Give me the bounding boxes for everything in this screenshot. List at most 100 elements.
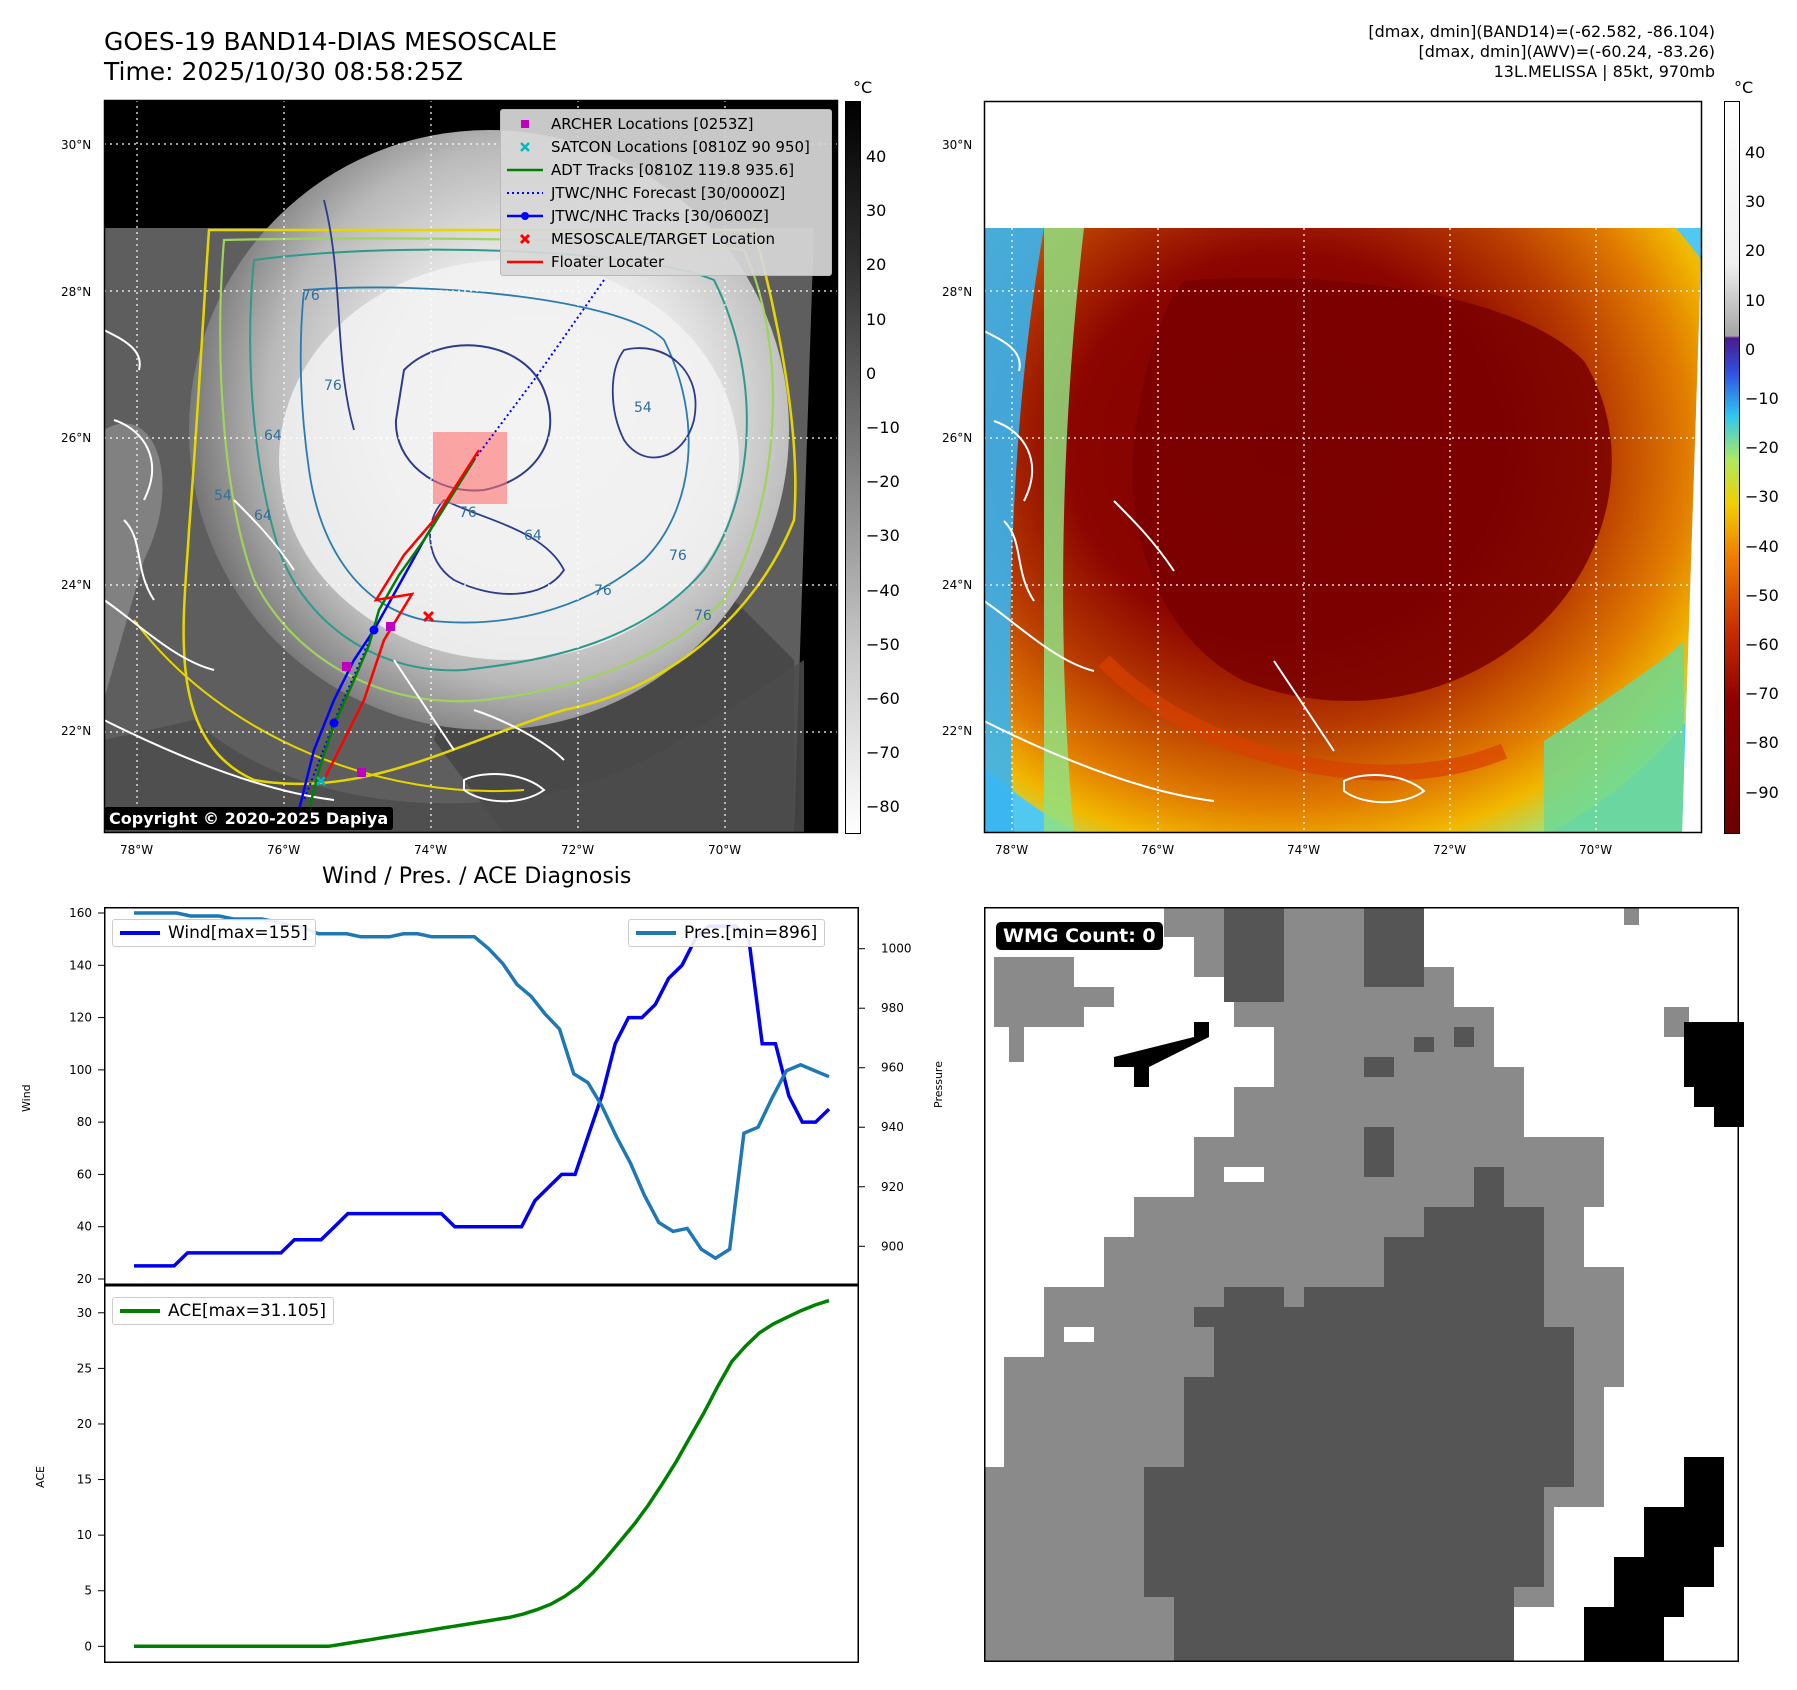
pressure-tick-label: 1000	[881, 942, 912, 956]
square-marker-icon	[521, 119, 529, 128]
wind-legend-label: Wind[max=155]	[168, 923, 308, 943]
pressure-tick-label: 980	[881, 1001, 904, 1015]
right-colorbar-tick: −80	[1745, 733, 1779, 753]
right-colorbar-tick: −40	[1745, 536, 1779, 556]
right-colorbar	[1724, 101, 1740, 834]
left-colorbar-tick: −10	[866, 418, 900, 437]
wind-legend: Wind[max=155]	[112, 919, 316, 947]
pressure-legend: Pres.[min=896]	[628, 919, 826, 947]
ace-tick-label: 5	[84, 1584, 92, 1598]
track-legend: ARCHER Locations [0253Z] SATCON Location…	[500, 109, 832, 276]
left-colorbar-tick: 30	[866, 201, 887, 221]
pressure-tick-label: 900	[881, 1239, 904, 1253]
ace-legend-label: ACE[max=31.105]	[168, 1301, 326, 1321]
right-colorbar-tick: −70	[1745, 684, 1779, 704]
left-colorbar-tick: −30	[866, 526, 900, 546]
wind-series-line	[134, 924, 831, 1268]
copyright-badge: Copyright © 2020-2025 Dapiya	[104, 807, 394, 830]
wind-legend-swatch	[120, 931, 160, 935]
legend-label: JTWC/NHC Tracks [30/0600Z]	[551, 206, 769, 225]
lat-tick-label: 30°N	[61, 138, 92, 152]
legend-label: Floater Locater	[551, 252, 665, 271]
line-icon	[507, 168, 543, 171]
lon-tick-label: 72°W	[1433, 843, 1467, 857]
floater-track	[322, 449, 481, 781]
wind-tick-label: 60	[77, 1167, 92, 1181]
left-colorbar-tick: 0	[866, 363, 877, 383]
lat-tick-label: 22°N	[61, 724, 92, 738]
awv-range: [dmax, dmin](AWV)=(-60.24, -83.26)	[1418, 42, 1715, 61]
right-colorbar-tick: −20	[1745, 438, 1779, 458]
legend-adt: ADT Tracks [0810Z 119.8 935.6]	[501, 158, 831, 181]
legend-label: SATCON Locations [0810Z 90 950]	[551, 137, 810, 156]
line-dot-icon	[507, 211, 543, 220]
contour-label: 76	[459, 505, 477, 521]
left-colorbar-tick: −20	[866, 472, 900, 492]
line-icon	[507, 260, 543, 263]
left-colorbar-tick: −60	[866, 689, 900, 708]
legend-forecast: JTWC/NHC Forecast [30/0000Z]	[501, 181, 831, 204]
lon-tick-label: 70°W	[1579, 843, 1613, 857]
lon-tick-label: 76°W	[267, 843, 301, 857]
lat-tick-label: 22°N	[942, 724, 973, 738]
archer-marker	[342, 662, 351, 671]
contour-label: 76	[694, 608, 712, 624]
contour-label: 76	[302, 288, 320, 304]
lon-tick-label: 78°W	[995, 843, 1029, 857]
ace-legend-swatch	[120, 1309, 160, 1313]
wind-axis-label: Wind	[20, 1084, 33, 1112]
lon-tick-label: 78°W	[120, 843, 154, 857]
lon-tick-label: 74°W	[1287, 843, 1321, 857]
legend-floater: Floater Locater	[501, 250, 831, 273]
band14-range: [dmax, dmin](BAND14)=(-62.582, -86.104)	[1368, 22, 1715, 41]
diagnosis-title: Wind / Pres. / ACE Diagnosis	[322, 864, 632, 889]
contour-label: 76	[594, 583, 612, 599]
ace-tick-label: 25	[77, 1361, 92, 1375]
legend-tracks: JTWC/NHC Tracks [30/0600Z]	[501, 204, 831, 227]
legend-archer: ARCHER Locations [0253Z]	[501, 112, 831, 135]
pressure-tick-label: 920	[881, 1180, 904, 1194]
ace-chart: 0 5 10 15 20 25 30	[77, 1285, 859, 1663]
figure-title: GOES-19 BAND14-DIAS MESOSCALE	[104, 27, 558, 56]
legend-label: ADT Tracks [0810Z 119.8 935.6]	[551, 160, 795, 179]
lon-tick-label: 74°W	[414, 843, 448, 857]
storm-info: 13L.MELISSA | 85kt, 970mb	[1493, 62, 1715, 81]
right-colorbar-tick: 10	[1745, 290, 1766, 310]
lat-tick-label: 26°N	[942, 431, 973, 445]
left-colorbar-tick: −70	[866, 743, 900, 763]
right-colorbar-tick: −10	[1745, 389, 1779, 408]
right-colorbar-tick: 30	[1745, 192, 1766, 212]
figure-time: Time: 2025/10/30 08:58:25Z	[104, 57, 463, 86]
contour-label: 54	[214, 488, 232, 504]
ace-tick-label: 10	[77, 1528, 92, 1542]
ace-series-line	[134, 1298, 830, 1649]
wind-tick-label: 160	[69, 906, 92, 920]
wind-tick-label: 100	[69, 1063, 92, 1077]
lat-tick-label: 28°N	[61, 285, 92, 299]
lon-tick-label: 76°W	[1141, 843, 1175, 857]
right-colorbar-tick: −90	[1745, 782, 1779, 802]
ace-legend: ACE[max=31.105]	[112, 1297, 334, 1325]
wind-pressure-chart: 20 40 60 80 100 120 140 160 900 920 940 960 980 1000	[69, 906, 911, 1286]
lat-tick-label: 24°N	[942, 578, 973, 592]
wind-tick-label: 140	[69, 958, 92, 972]
ace-axis-label: ACE	[34, 1466, 47, 1488]
pressure-axis-label: Pressure	[932, 1061, 945, 1108]
legend-label: JTWC/NHC Forecast [30/0000Z]	[551, 183, 786, 202]
contour-label: 64	[254, 508, 272, 524]
ace-tick-label: 30	[77, 1306, 92, 1320]
left-colorbar-tick: 20	[866, 255, 887, 275]
target-marker	[422, 610, 435, 623]
lat-tick-label: 24°N	[61, 578, 92, 592]
lat-tick-label: 26°N	[61, 431, 92, 445]
legend-label: ARCHER Locations [0253Z]	[551, 114, 754, 133]
ace-tick-label: 20	[77, 1417, 92, 1431]
x-marker-icon	[519, 233, 531, 244]
wmg-panel	[984, 907, 1744, 1662]
legend-satcon: SATCON Locations [0810Z 90 950]	[501, 135, 831, 158]
left-colorbar-tick: 10	[866, 309, 887, 329]
pressure-series-line	[134, 911, 830, 1261]
gridlines	[984, 144, 1702, 833]
left-colorbar-tick: −50	[866, 634, 900, 654]
wind-tick-label: 80	[77, 1115, 92, 1129]
